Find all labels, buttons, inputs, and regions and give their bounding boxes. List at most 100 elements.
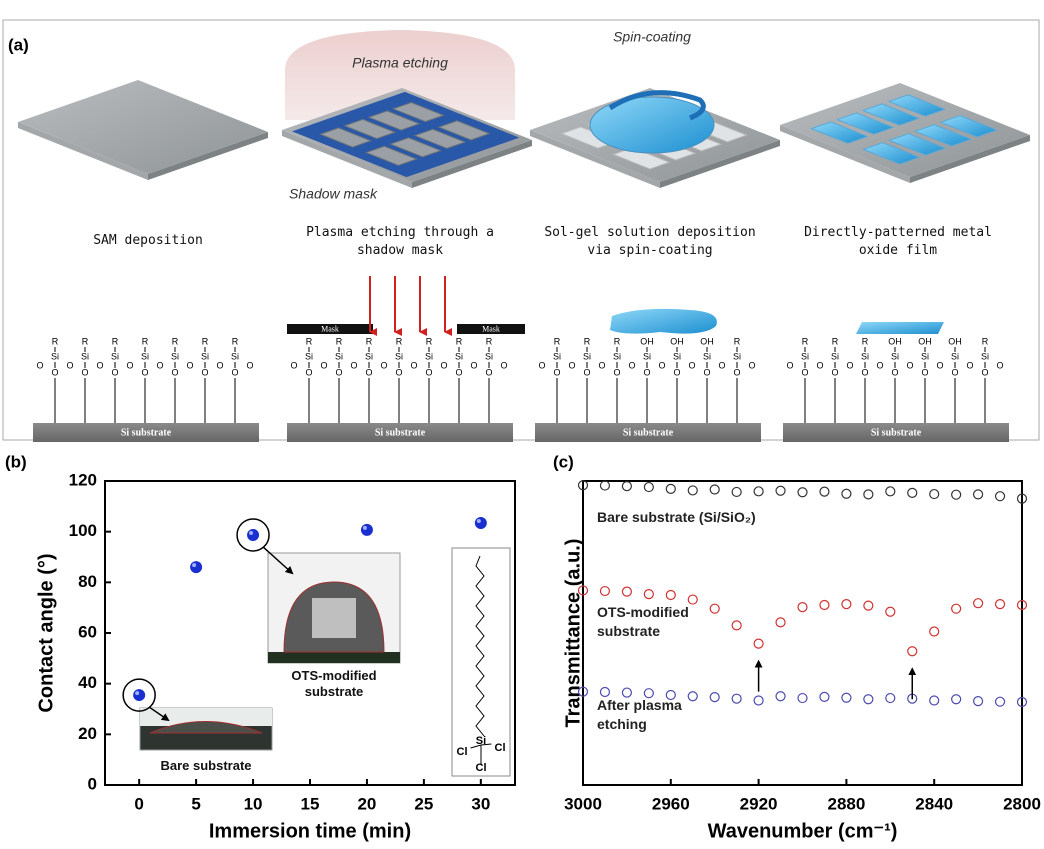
data-point [361,524,373,536]
atom-label: O [613,367,620,377]
data-point [622,587,631,596]
atom-label: O [891,367,898,377]
atom-label: O [876,360,883,370]
mask-label: Mask [482,324,500,333]
atom-label: O [201,367,208,377]
atom-label: O [598,360,605,370]
y-tick-label: 20 [78,724,97,743]
atom-label: O [981,367,988,377]
atom-label: R [456,336,463,346]
data-point [475,517,487,529]
atom-label: O [425,367,432,377]
atom-label: O [410,360,417,370]
atom-label: O [658,360,665,370]
atom-label: O [801,367,808,377]
data-point [600,481,609,490]
atom-label: Si [335,351,343,361]
atom-label: O [816,360,823,370]
inset-image [268,652,400,663]
atom-label: O [921,367,928,377]
atom-label: O [703,367,710,377]
atom-label: O [81,367,88,377]
y-axis-label: Contact angle (°) [35,553,57,712]
atom-label: O [538,360,545,370]
atom-label: O [628,360,635,370]
atom-label: O [66,360,73,370]
atom-label: Si [455,351,463,361]
data-point [864,490,873,499]
inset-atom: Cl [476,762,487,774]
data-point [644,483,653,492]
data-point [754,696,763,705]
atom-label: Si [305,351,313,361]
data-point [864,601,873,610]
atom-label: R [52,336,59,346]
data-point [842,693,851,702]
atom-label: R [142,336,149,346]
atom-label: O [966,360,973,370]
atom-label: Si [801,351,809,361]
atom-label: R [112,336,119,346]
atom-label: Si [951,351,959,361]
atom-label: O [36,360,43,370]
atom-label: O [748,360,755,370]
y-tick-label: 80 [78,572,97,591]
atom-label: Si [425,351,433,361]
atom-label: O [786,360,793,370]
y-tick-label: 40 [78,673,97,692]
atom-label: O [996,360,1003,370]
atom-label: O [455,367,462,377]
image-label: Shadow mask [289,186,378,202]
x-tick-label: 5 [191,794,200,813]
series-label: OTS-modified substrate [597,603,712,641]
data-point [996,600,1005,609]
atom-label: R [82,336,89,346]
data-point [732,621,741,630]
atom-label: O [111,367,118,377]
point-shine [363,526,367,530]
data-point [974,490,983,499]
data-point [798,488,807,497]
atom-label: Si [231,351,239,361]
atom-label: R [554,336,561,346]
data-point [798,603,807,612]
atom-label: O [553,367,560,377]
mask-label: Mask [321,324,339,333]
x-tick-label: 3000 [564,794,602,813]
atom-label: O [688,360,695,370]
atom-label: Si [703,351,711,361]
atom-label: R [982,336,989,346]
x-tick-label: 25 [414,794,433,813]
x-tick-label: 20 [357,794,376,813]
data-point [688,486,697,495]
data-point [842,600,851,609]
atom-label: O [51,367,58,377]
atom-label: R [614,336,621,346]
data-point [886,607,895,616]
atom-label: O [335,367,342,377]
x-tick-label: 2800 [1003,794,1041,813]
atom-label: OH [948,336,962,346]
atom-label: Si [51,351,59,361]
atom-label: O [583,367,590,377]
data-point [908,647,917,656]
y-tick-label: 100 [69,521,97,540]
figure: (a) (b) (c) Plasma etchingShadow maskSpi… [0,0,1044,849]
atom-label: R [832,336,839,346]
atom-label: R [336,336,343,346]
atom-label: O [350,360,357,370]
data-point [666,484,675,493]
atom-label: R [366,336,373,346]
atom-label: O [643,367,650,377]
atom-label: O [568,360,575,370]
data-point [974,697,983,706]
spin-solution [590,97,714,153]
atom-label: OH [670,336,684,346]
atom-label: R [172,336,179,346]
point-shine [192,563,196,567]
atom-label: R [802,336,809,346]
atom-label: R [584,336,591,346]
data-point [710,693,719,702]
atom-label: O [831,367,838,377]
point-shine [477,519,481,523]
